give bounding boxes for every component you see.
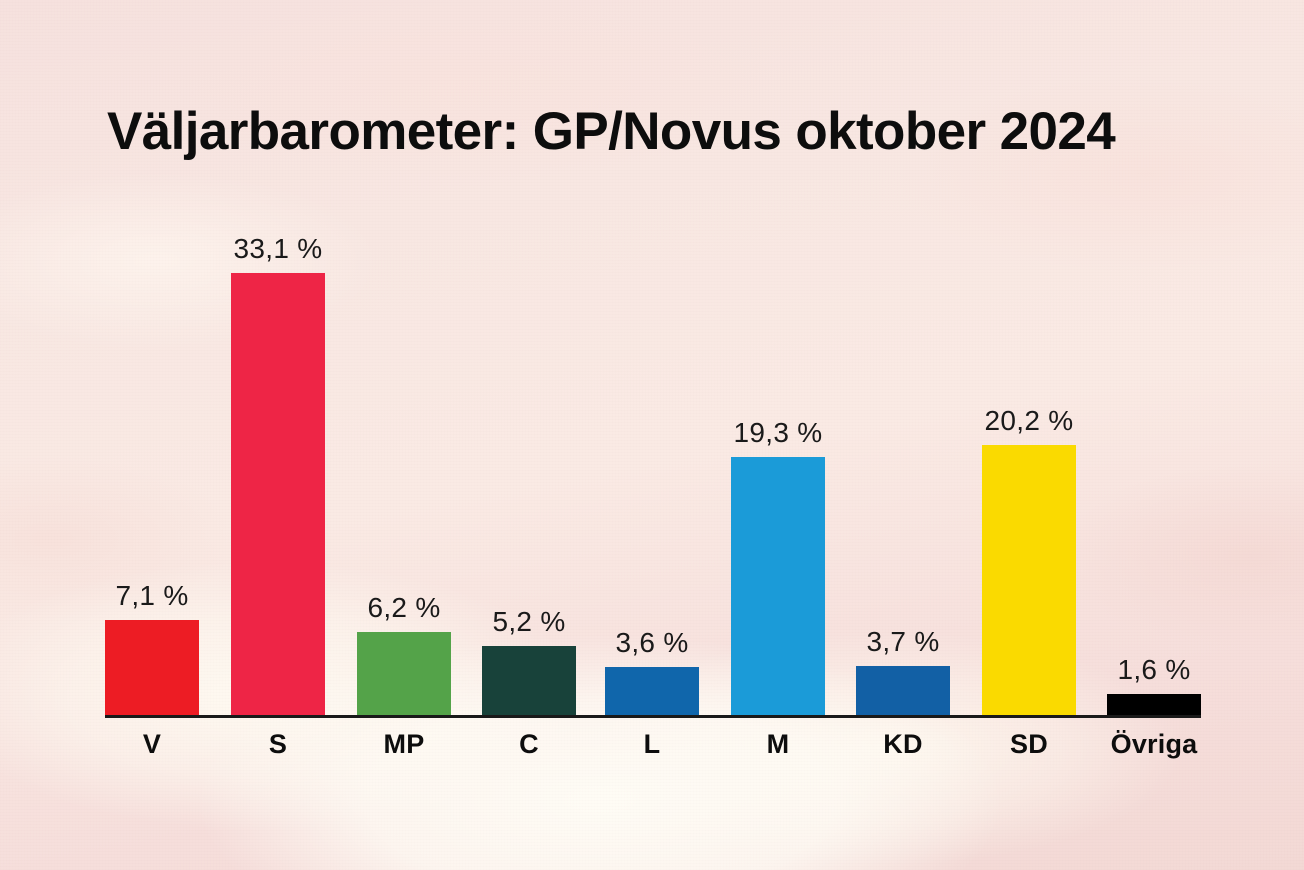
bar-value-label: 7,1 % — [115, 580, 189, 611]
x-axis-tick-label: V — [142, 729, 162, 759]
bar-c[interactable] — [482, 646, 576, 715]
x-axis-tick-label: M — [766, 729, 790, 759]
bar-value-label: 1,6 % — [1117, 654, 1191, 685]
bar-group-mp: 6,2 % MP — [357, 210, 451, 759]
bar-mp[interactable] — [357, 632, 451, 715]
bar-value-label: 19,3 % — [733, 417, 823, 448]
bar-s[interactable] — [231, 273, 325, 715]
x-axis-tick-label: SD — [1010, 729, 1048, 759]
bar-group-övriga: 1,6 % Övriga — [1107, 210, 1201, 759]
bar-m[interactable] — [731, 457, 825, 715]
bar-value-label: 33,1 % — [233, 233, 323, 264]
x-axis-tick-label: KD — [883, 729, 923, 759]
x-axis-tick-label: MP — [383, 729, 425, 759]
bar-v[interactable] — [105, 620, 199, 715]
bar-value-label: 3,7 % — [866, 626, 940, 657]
bar-group-c: 5,2 % C — [482, 210, 576, 759]
bar-value-label: 6,2 % — [367, 592, 441, 623]
bar-l[interactable] — [605, 667, 699, 715]
bar-group-m: 19,3 % M — [731, 210, 825, 759]
bar-value-label: 20,2 % — [984, 405, 1074, 436]
bar-group-v: 7,1 % V — [105, 210, 199, 759]
bar-chart-plot-area: 7,1 % V 33,1 % S 6,2 % MP 5,2 % C 3,6 % L 19,3 % M 3… — [105, 210, 1201, 759]
bar-group-l: 3,6 % L — [605, 210, 699, 759]
bar-group-kd: 3,7 % KD — [856, 210, 950, 759]
x-axis-tick-label: S — [268, 729, 288, 759]
bar-övriga[interactable] — [1107, 694, 1201, 715]
bar-group-sd: 20,2 % SD — [982, 210, 1076, 759]
bar-group-s: 33,1 % S — [231, 210, 325, 759]
x-axis-tick-label: C — [519, 729, 539, 759]
bar-kd[interactable] — [856, 666, 950, 715]
bar-value-label: 3,6 % — [615, 627, 689, 658]
x-axis-line — [105, 715, 1201, 718]
bar-sd[interactable] — [982, 445, 1076, 715]
x-axis-tick-label: L — [643, 729, 661, 759]
page-title: Väljarbarometer: GP/Novus oktober 2024 — [107, 102, 1116, 161]
bar-value-label: 5,2 % — [492, 606, 566, 637]
x-axis-tick-label: Övriga — [1110, 729, 1198, 759]
